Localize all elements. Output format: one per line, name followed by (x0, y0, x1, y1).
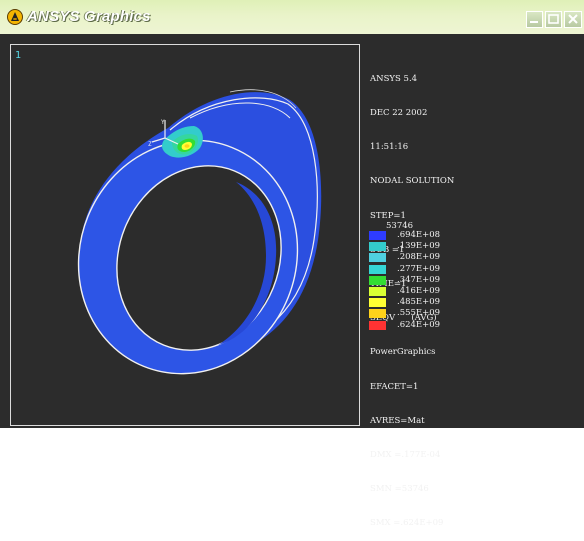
legend-swatch (369, 309, 386, 319)
title-bar[interactable]: ANSYS Graphics (0, 0, 584, 34)
maximize-button[interactable] (545, 11, 562, 28)
info-line: ANSYS 5.4 (370, 73, 418, 84)
info-line: DEC 22 2002 (370, 108, 428, 119)
legend-swatch (369, 275, 386, 285)
info-line: EFACET=1 (370, 381, 419, 392)
info-line: 11:51:16 (370, 142, 409, 153)
legend-swatch (369, 231, 386, 240)
legend-label: .139E+09 (397, 241, 441, 252)
info-line: NODAL SOLUTION (370, 176, 455, 187)
ansys-logo-icon (7, 9, 23, 25)
legend-label: .555E+09 (397, 308, 441, 319)
legend-swatch (369, 320, 386, 330)
info-line: PowerGraphics (370, 347, 436, 358)
close-button[interactable] (564, 11, 582, 28)
close-icon (568, 14, 578, 24)
legend-label: .208E+09 (397, 252, 441, 263)
legend-min-label: 53746 (386, 221, 414, 231)
legend-label: .347E+09 (397, 274, 441, 285)
info-line: AVRES=Mat (370, 415, 425, 426)
legend-label: .485E+09 (397, 297, 441, 308)
results-info-panel: ANSYS 5.4 DEC 22 2002 11:51:16 NODAL SOL… (370, 51, 454, 541)
info-line: STEP=1 (370, 210, 406, 221)
legend-swatch (369, 253, 386, 263)
legend-label: .624E+09 (397, 319, 441, 330)
legend-swatch (369, 242, 386, 252)
graphics-viewport[interactable] (10, 44, 360, 426)
legend-label: .694E+08 (397, 230, 441, 240)
info-line: SMN =53746 (370, 484, 429, 495)
info-line: TIME=1 (370, 279, 407, 290)
legend-label: .277E+09 (397, 263, 441, 274)
minimize-button[interactable] (526, 11, 543, 28)
maximize-icon (548, 14, 559, 24)
window-number: 1 (15, 50, 22, 61)
legend-label: .416E+09 (397, 285, 441, 296)
info-line: DMX =.177E-04 (370, 450, 441, 461)
info-line: SMX =.624E+09 (370, 518, 444, 529)
window-title: ANSYS Graphics (27, 8, 151, 25)
minimize-icon (530, 21, 538, 23)
legend-swatch (369, 286, 386, 296)
legend-swatch (369, 264, 386, 274)
legend-swatch (369, 298, 386, 308)
